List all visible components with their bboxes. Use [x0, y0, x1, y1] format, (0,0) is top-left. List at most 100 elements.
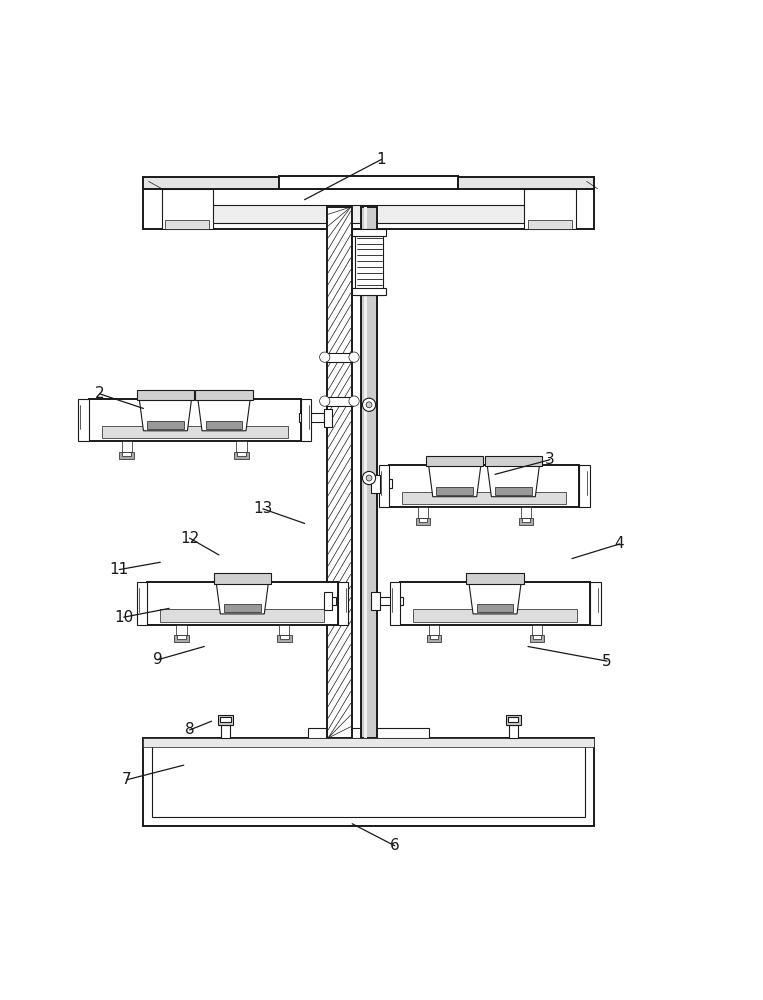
- Bar: [353, 229, 386, 236]
- Text: 6: 6: [390, 838, 400, 853]
- Text: 8: 8: [185, 722, 195, 737]
- Bar: [279, 625, 289, 636]
- Circle shape: [366, 475, 372, 481]
- Bar: [237, 452, 246, 456]
- Bar: [378, 465, 389, 507]
- Circle shape: [366, 402, 372, 408]
- Bar: [353, 288, 386, 295]
- Bar: [579, 465, 590, 507]
- Text: 3: 3: [545, 452, 555, 467]
- Polygon shape: [468, 581, 521, 614]
- Bar: [137, 390, 194, 400]
- Bar: [591, 582, 600, 625]
- Bar: [413, 609, 577, 622]
- Bar: [301, 399, 311, 441]
- Bar: [214, 573, 271, 584]
- Bar: [120, 452, 134, 459]
- Circle shape: [320, 352, 330, 362]
- Bar: [279, 176, 459, 189]
- Bar: [237, 441, 246, 453]
- Bar: [121, 441, 132, 453]
- Bar: [427, 456, 483, 466]
- Bar: [390, 582, 400, 625]
- Bar: [327, 397, 353, 406]
- Bar: [143, 177, 594, 189]
- Bar: [172, 205, 565, 223]
- Bar: [101, 426, 288, 438]
- Bar: [177, 635, 185, 639]
- Bar: [361, 207, 377, 738]
- Text: 5: 5: [602, 654, 612, 669]
- Bar: [143, 738, 594, 747]
- Bar: [205, 421, 243, 429]
- Text: 1: 1: [377, 152, 386, 167]
- Bar: [195, 390, 253, 400]
- Bar: [400, 582, 591, 625]
- Bar: [436, 487, 473, 495]
- Bar: [372, 592, 380, 610]
- Bar: [328, 597, 336, 605]
- Bar: [308, 728, 429, 738]
- Polygon shape: [216, 581, 269, 614]
- Bar: [532, 625, 542, 636]
- Circle shape: [349, 396, 359, 406]
- Bar: [137, 582, 147, 625]
- Bar: [419, 518, 427, 522]
- Polygon shape: [139, 397, 192, 431]
- Text: 2: 2: [95, 386, 105, 401]
- Bar: [79, 399, 89, 441]
- Bar: [519, 518, 533, 525]
- Circle shape: [320, 396, 330, 406]
- Bar: [418, 507, 428, 519]
- Bar: [174, 635, 188, 642]
- Bar: [89, 399, 301, 441]
- Bar: [355, 229, 383, 295]
- Bar: [522, 518, 530, 522]
- Text: 13: 13: [253, 501, 272, 516]
- Bar: [327, 207, 353, 738]
- Bar: [162, 189, 213, 229]
- Text: 10: 10: [114, 610, 134, 625]
- Circle shape: [362, 398, 375, 411]
- Bar: [477, 604, 513, 612]
- Bar: [389, 465, 579, 507]
- Circle shape: [362, 471, 375, 485]
- Bar: [495, 487, 532, 495]
- Bar: [221, 717, 230, 722]
- Bar: [530, 635, 544, 642]
- Bar: [429, 625, 439, 636]
- Bar: [218, 715, 233, 725]
- Circle shape: [349, 352, 359, 362]
- Bar: [147, 421, 184, 429]
- Bar: [280, 635, 288, 639]
- Polygon shape: [198, 397, 250, 431]
- Bar: [521, 507, 531, 519]
- Bar: [160, 609, 324, 622]
- Bar: [364, 207, 367, 738]
- Bar: [153, 742, 585, 817]
- Bar: [147, 582, 337, 625]
- Bar: [277, 635, 291, 642]
- Bar: [485, 456, 542, 466]
- Bar: [234, 452, 249, 459]
- Bar: [122, 452, 131, 456]
- Bar: [508, 717, 519, 722]
- Bar: [524, 189, 575, 229]
- Bar: [416, 518, 430, 525]
- Bar: [506, 715, 520, 725]
- Bar: [224, 604, 261, 612]
- Text: 12: 12: [180, 531, 199, 546]
- Bar: [327, 353, 353, 362]
- Bar: [166, 220, 209, 229]
- Text: 11: 11: [110, 562, 129, 577]
- Bar: [372, 475, 380, 493]
- Text: 4: 4: [615, 536, 624, 551]
- Bar: [299, 413, 328, 422]
- Bar: [509, 725, 518, 738]
- Text: 7: 7: [122, 772, 131, 787]
- Bar: [533, 635, 541, 639]
- Bar: [324, 409, 333, 427]
- Bar: [528, 220, 572, 229]
- Bar: [324, 592, 333, 610]
- Bar: [375, 479, 391, 488]
